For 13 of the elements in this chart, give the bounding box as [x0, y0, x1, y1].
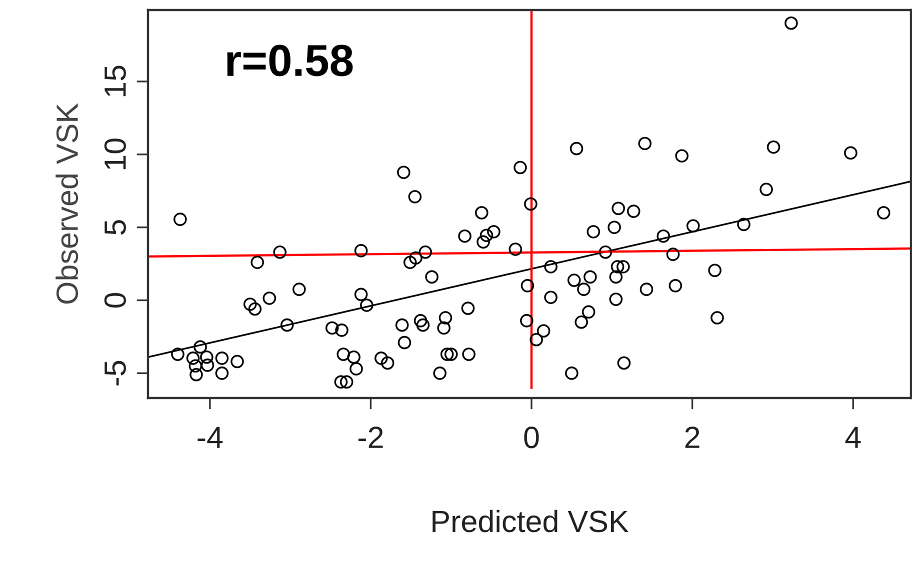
- x-tick-label: 4: [845, 426, 861, 448]
- x-tick-label: 0: [524, 426, 539, 448]
- y-tick-label: -5: [104, 360, 126, 386]
- y-tick-label: 10: [104, 138, 126, 170]
- annotation: r=0.58: [227, 44, 353, 76]
- x-axis-title: Predicted VSK: [432, 510, 629, 532]
- y-tick-label: 0: [104, 292, 126, 308]
- y-axis-title: Observed VSK: [56, 103, 78, 304]
- x-tick-label: -2: [358, 426, 383, 448]
- x-tick-label: 2: [685, 426, 700, 448]
- y-tick-label: 5: [104, 220, 126, 235]
- y-tick-label: 15: [104, 66, 126, 96]
- x-tick-label: -4: [198, 426, 223, 448]
